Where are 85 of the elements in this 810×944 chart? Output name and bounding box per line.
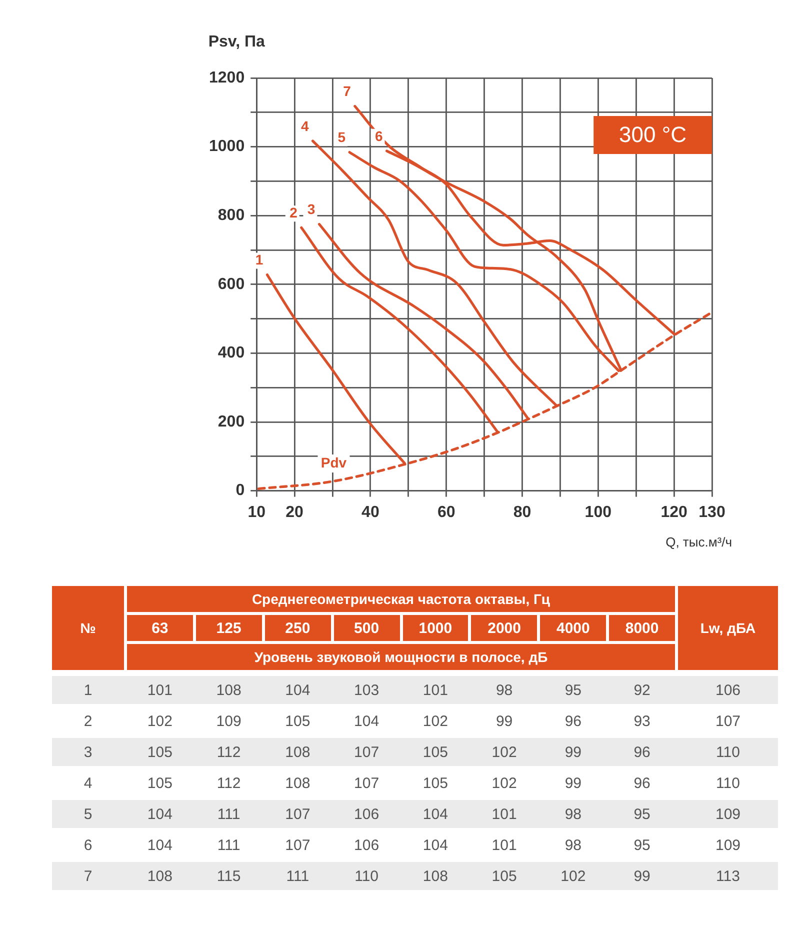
- x-tick-label: 40: [362, 504, 380, 521]
- data-label: 104: [284, 680, 312, 700]
- x-tick-label: 125: [196, 615, 262, 641]
- data-label: 104: [422, 804, 449, 824]
- series-label: 3: [307, 201, 316, 218]
- x-tick-label: 20: [286, 504, 304, 521]
- data-label: 95: [632, 804, 652, 824]
- series-label: Pdv: [320, 454, 347, 470]
- y-tick-label: 800: [218, 207, 245, 224]
- chart-title: Среднегеометрическая частота октавы, Гц: [127, 586, 675, 612]
- series-label: 6: [374, 128, 383, 144]
- y-tick-label: 7: [82, 866, 94, 886]
- table-row: 5 104 111 107 106 104 101 98 95 109: [52, 800, 778, 828]
- data-label: 103: [353, 680, 380, 700]
- data-label: 98: [564, 804, 583, 824]
- y-tick-label: 400: [218, 344, 245, 362]
- data-label: 101: [146, 680, 174, 700]
- chart-subtitle: Уровень звуковой мощности в полосе, дБ: [127, 644, 675, 670]
- x-tick-label: 4000: [540, 615, 606, 641]
- table-row: 1 101 108 104 103 101 98 95 92 106: [52, 676, 778, 704]
- y-tick-label: 1200: [209, 69, 245, 86]
- data-label: 96: [632, 742, 652, 762]
- series-label: 2: [290, 204, 298, 220]
- data-label: 102: [560, 866, 587, 886]
- data-label: 109: [714, 804, 742, 824]
- data-label: 106: [714, 680, 742, 700]
- series-label: 4: [300, 118, 309, 134]
- series-label: 1: [255, 252, 264, 268]
- data-label: 92: [632, 680, 652, 700]
- y-tick-label: 0: [236, 482, 245, 500]
- data-label: 106: [353, 804, 380, 824]
- x-tick-label: 63: [127, 615, 193, 641]
- y-tick-label: 1: [82, 680, 94, 700]
- x-tick-label: 100: [584, 504, 612, 521]
- y-tick-label: 3: [82, 742, 94, 762]
- data-label: 108: [422, 866, 449, 886]
- data-label: 107: [284, 804, 312, 824]
- table-row: 3 105 112 108 107 105 102 99 96 110: [52, 738, 778, 766]
- data-label: 110: [354, 866, 380, 886]
- y-tick-label: 1000: [209, 138, 245, 156]
- data-label: 104: [146, 804, 174, 824]
- x-axis-title: Q, тыс.м³/ч: [666, 534, 732, 550]
- data-label: 99: [632, 866, 652, 886]
- data-label: 101: [490, 804, 518, 824]
- data-label: 102: [490, 742, 518, 762]
- x-tick-label: 130: [698, 504, 726, 521]
- x-tick-label: 8000: [609, 615, 675, 641]
- data-label: 115: [216, 866, 242, 886]
- data-label: 105: [422, 742, 449, 762]
- annotation: 300 °C: [619, 122, 687, 148]
- x-tick-label: 10: [248, 504, 266, 521]
- data-label: 108: [215, 680, 242, 700]
- data-label: 105: [490, 866, 518, 886]
- data-label: 107: [353, 742, 380, 762]
- data-label: 111: [216, 804, 242, 824]
- y-axis-title: Psv, Па: [208, 33, 265, 50]
- data-label: 101: [422, 680, 449, 700]
- table-row: 7 108 115 111 110 108 105 102 99 113: [52, 862, 778, 890]
- x-tick-label: Lw, дБА: [678, 586, 778, 670]
- x-tick-label: 120: [660, 504, 688, 521]
- data-label: 108: [146, 866, 174, 886]
- data-label: 108: [284, 742, 312, 762]
- data-label: 112: [216, 742, 242, 762]
- data-label: 113: [715, 866, 741, 886]
- y-tick-label: 5: [82, 804, 94, 824]
- x-tick-label: 2000: [471, 615, 538, 641]
- data-label: 98: [494, 680, 514, 700]
- y-tick-label: 600: [218, 276, 245, 293]
- table-row-text: 4 105 112 108 107 105 102 99 96 110: [82, 774, 741, 794]
- x-tick-label: 1000: [402, 615, 468, 641]
- table-row-text: 6 104 111 107 106 104 101 98 95 109: [82, 836, 742, 856]
- x-tick-label: 60: [437, 504, 456, 521]
- y-axis-title: №: [52, 586, 124, 670]
- data-label: 105: [146, 742, 174, 762]
- data-label: 111: [285, 866, 310, 886]
- data-label: 95: [564, 680, 583, 700]
- y-tick-label: 200: [218, 413, 245, 430]
- table-row-text: 2 102 109 105 104 102 99 96 93 107: [82, 712, 742, 732]
- x-tick-label: 250: [264, 615, 331, 641]
- data-label: 99: [564, 742, 583, 762]
- x-tick-label: 80: [513, 504, 532, 521]
- x-tick-label: 500: [334, 615, 400, 641]
- series-label: 7: [343, 83, 352, 100]
- series-label: 5: [338, 129, 346, 146]
- data-label: 110: [715, 742, 741, 762]
